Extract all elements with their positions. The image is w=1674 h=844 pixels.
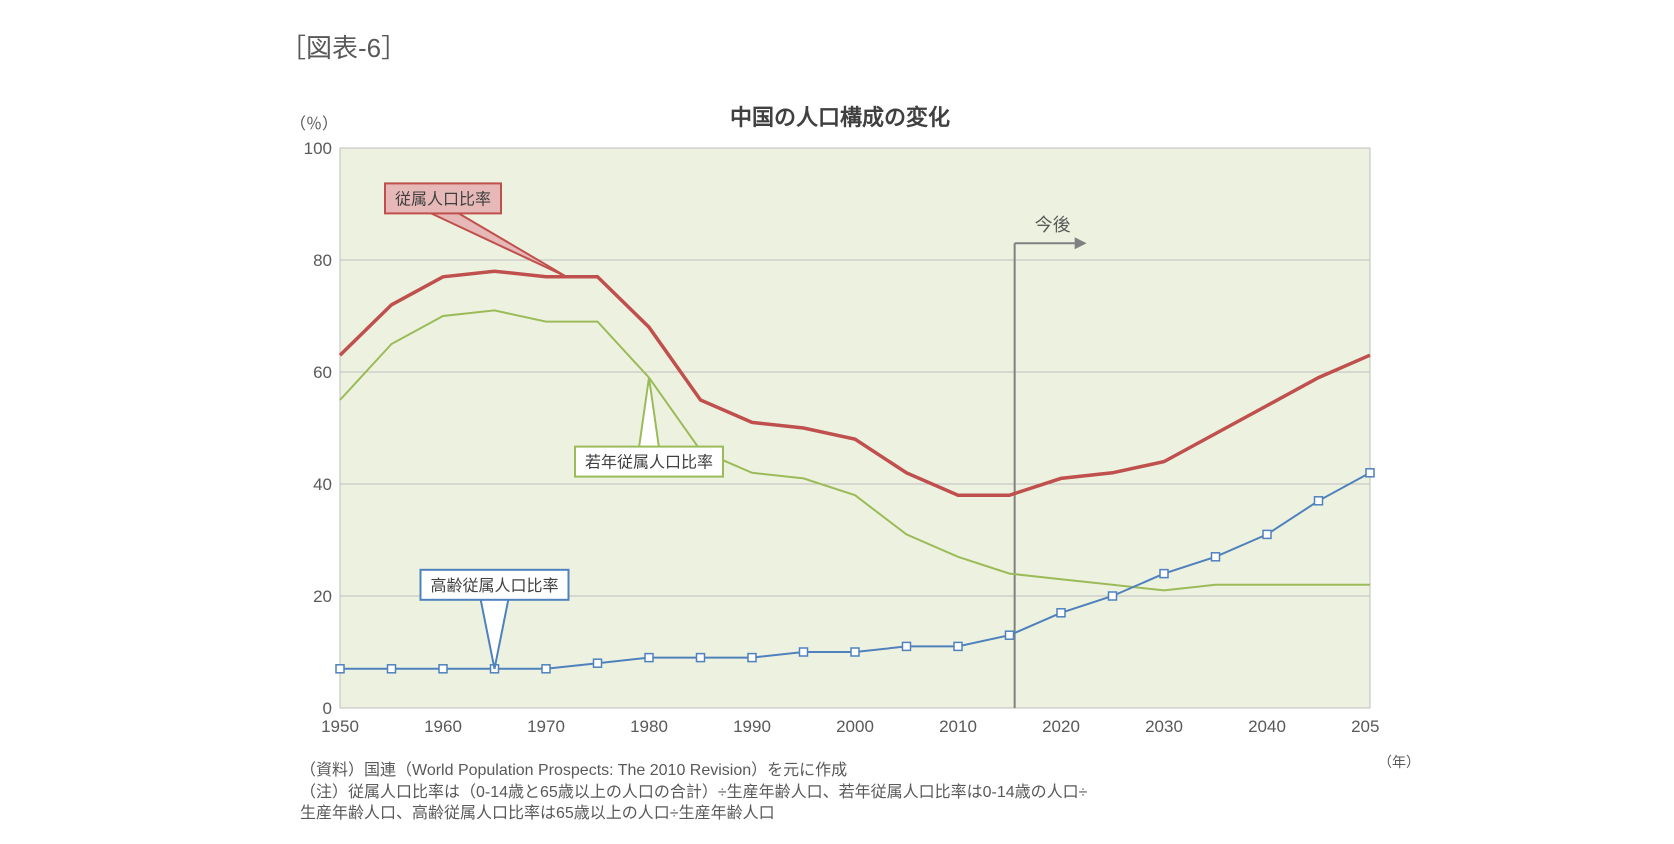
footnote-block: （資料）国連（World Population Prospects: The 2… <box>300 760 1300 825</box>
series-aged-marker <box>1366 469 1374 477</box>
series-aged-marker <box>1057 609 1065 617</box>
series-aged-marker <box>594 659 602 667</box>
series-aged-marker <box>851 648 859 656</box>
chart-container: （％） 中国の人口構成の変化 0204060801001950196019701… <box>300 100 1380 748</box>
series-aged-marker <box>748 654 756 662</box>
svg-text:1950: 1950 <box>321 717 359 736</box>
footnote-line-3: 生産年齢人口、高齢従属人口比率は65歳以上の人口÷生産年齢人口 <box>300 803 1300 825</box>
future-marker-label: 今後 <box>1035 215 1071 235</box>
svg-text:1990: 1990 <box>733 717 771 736</box>
figure-label: ［図表-6］ <box>280 28 407 65</box>
svg-text:1960: 1960 <box>424 717 462 736</box>
series-aged-marker <box>542 665 550 673</box>
svg-text:2030: 2030 <box>1145 717 1183 736</box>
callout-youth-label: 若年従属人口比率 <box>585 454 713 472</box>
chart-title: 中国の人口構成の変化 <box>300 100 1380 132</box>
svg-text:1970: 1970 <box>527 717 565 736</box>
svg-text:60: 60 <box>313 363 332 382</box>
series-aged-marker <box>645 654 653 662</box>
series-aged-marker <box>1006 631 1014 639</box>
svg-text:1980: 1980 <box>630 717 668 736</box>
svg-text:2040: 2040 <box>1248 717 1286 736</box>
series-aged-marker <box>800 648 808 656</box>
footnote-line-1: （資料）国連（World Population Prospects: The 2… <box>300 760 1300 782</box>
svg-text:2010: 2010 <box>939 717 977 736</box>
page: ［図表-6］ （％） 中国の人口構成の変化 020406080100195019… <box>0 0 1674 844</box>
series-aged-marker <box>1212 553 1220 561</box>
y-axis-unit-label: （％） <box>290 110 338 134</box>
series-aged-marker <box>1109 592 1117 600</box>
chart-svg: 0204060801001950196019701980199020002010… <box>300 138 1380 748</box>
svg-text:2050: 2050 <box>1351 717 1380 736</box>
svg-text:2020: 2020 <box>1042 717 1080 736</box>
series-aged-marker <box>1263 530 1271 538</box>
series-aged-marker <box>439 665 447 673</box>
svg-text:2000: 2000 <box>836 717 874 736</box>
series-aged-marker <box>336 665 344 673</box>
callout-dependent-label: 従属人口比率 <box>395 190 491 208</box>
series-aged-marker <box>954 642 962 650</box>
series-aged-marker <box>1160 570 1168 578</box>
footnote-line-2: （注）従属人口比率は（0-14歳と65歳以上の人口の合計）÷生産年齢人口、若年従… <box>300 782 1300 804</box>
series-aged-marker <box>903 642 911 650</box>
svg-text:100: 100 <box>304 139 332 158</box>
series-aged-marker <box>697 654 705 662</box>
series-aged-marker <box>1315 497 1323 505</box>
series-aged-marker <box>388 665 396 673</box>
x-axis-unit-label: （年） <box>1378 752 1420 772</box>
svg-text:0: 0 <box>323 699 332 718</box>
svg-text:40: 40 <box>313 475 332 494</box>
svg-text:20: 20 <box>313 587 332 606</box>
svg-text:80: 80 <box>313 251 332 270</box>
callout-aged-label: 高齢従属人口比率 <box>430 577 558 595</box>
